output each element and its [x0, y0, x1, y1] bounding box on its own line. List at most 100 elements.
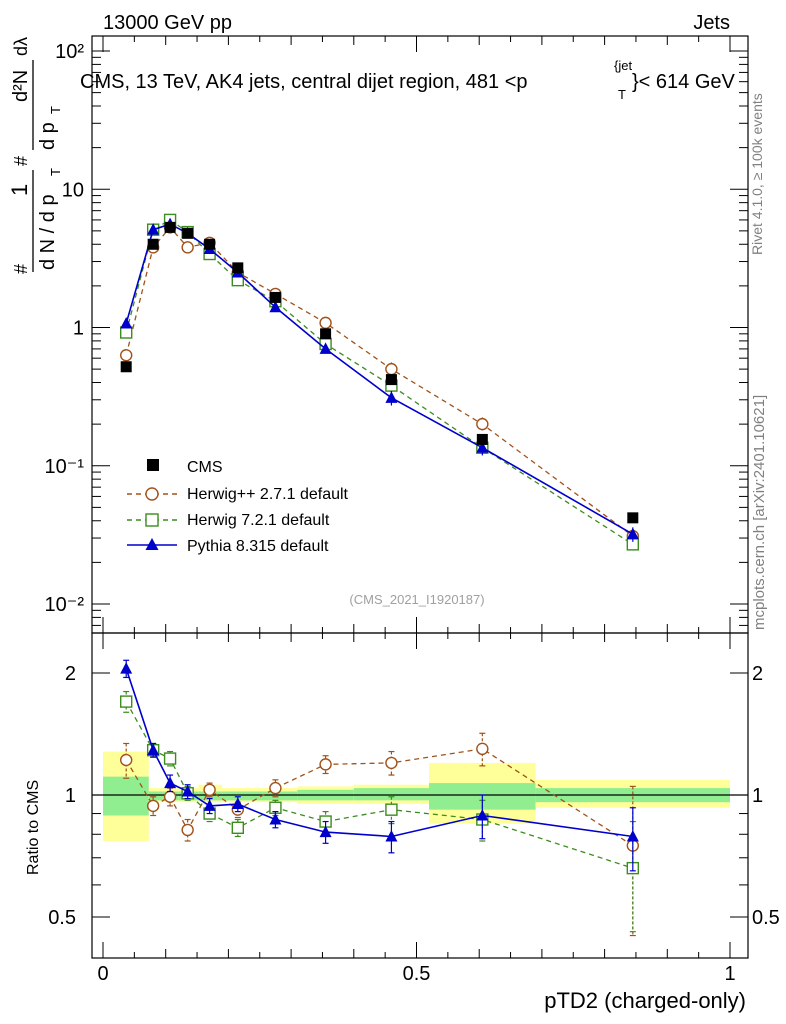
y-tick-label-0.1: 10⁻¹	[45, 456, 85, 478]
analysis-id: (CMS_2021_I1920187)	[349, 592, 484, 607]
header-right: Jets	[693, 12, 730, 34]
ratio-point-pythia	[626, 829, 639, 842]
axis-ticks	[92, 36, 748, 958]
legend-herwig7-label: Herwig 7.2.1 default	[187, 512, 330, 529]
y-label-dp: d p	[37, 122, 59, 150]
data-point-pythia	[476, 441, 489, 453]
y-label-dlambda: dλ	[11, 37, 31, 56]
ratio-point-pythia	[319, 825, 332, 838]
title-main: CMS, 13 TeV, AK4 jets, central dijet reg…	[80, 71, 528, 93]
ratio-point-herwigpp	[181, 823, 194, 837]
header-left: 13000 GeV pp	[103, 12, 232, 34]
y-label-hash2: #	[11, 156, 31, 166]
data-point-pythia	[147, 223, 160, 235]
data-point-cms	[476, 433, 488, 445]
data-point-cms	[269, 291, 281, 303]
data-point-pythia	[319, 342, 332, 354]
x-tick-label: 0	[97, 963, 108, 985]
ratio-series-layer	[119, 659, 640, 937]
ratio-point-herwigpp	[146, 799, 160, 813]
cms-band-inner	[148, 791, 163, 801]
data-point-herwigpp	[119, 349, 133, 362]
ratio-point-herwig7	[385, 803, 398, 816]
y-label-one: 1	[7, 184, 32, 196]
legend-herwigpp-label: Herwig++ 2.7.1 default	[187, 486, 349, 503]
cms-band-inner	[353, 788, 430, 801]
axis-tick-labels: 0 0.5 1 10⁻² 10⁻¹ 1 10 10² 0.5 0.5 1 1 2 2	[45, 41, 780, 985]
data-point-herwigpp	[385, 362, 398, 376]
data-point-pythia	[385, 391, 398, 403]
y-label-numerator2: d²N	[10, 70, 32, 102]
data-point-cms	[120, 361, 132, 373]
ratio-point-pythia	[181, 785, 194, 797]
ratio-point-pythia	[231, 797, 244, 810]
rivet-label: Rivet 4.1.0, ≥ 100k events	[749, 93, 765, 255]
ratio-point-pythia	[164, 776, 177, 789]
ratio-point-pythia	[120, 662, 133, 674]
data-point-pythia	[120, 316, 133, 329]
data-point-pythia	[626, 527, 639, 540]
ratio-point-herwig7	[119, 695, 133, 708]
legend-pythia-marker	[145, 538, 159, 550]
y-axis-label-ratio: Ratio to CMS	[25, 780, 42, 875]
cms-uncertainty-bands	[103, 751, 730, 842]
x-tick-label: 1	[724, 963, 735, 985]
ratio-point-pythia	[385, 829, 398, 842]
y-tick-label-ratio-left: 1	[65, 785, 76, 807]
ratio-point-herwig7	[163, 752, 177, 765]
data-point-herwig7	[119, 326, 133, 339]
y-tick-label-0.01: 10⁻²	[45, 594, 85, 616]
legend-herwig7-marker	[145, 513, 159, 527]
y-label-dp-sub: T	[48, 106, 63, 114]
mcplots-label: mcplots.cern.ch [arXiv:2401.10621]	[751, 395, 768, 630]
legend-cms-marker	[147, 459, 159, 471]
data-point-cms	[320, 328, 332, 340]
ratio-point-herwigpp	[163, 790, 177, 803]
ratio-point-pythia	[476, 809, 489, 821]
title-superscript: {jet	[614, 58, 632, 73]
title-end: }< 614 GeV	[632, 71, 736, 93]
data-point-cms	[182, 227, 194, 239]
ratio-point-herwigpp	[203, 783, 216, 796]
ratio-point-herwigpp	[119, 753, 133, 767]
data-point-herwigpp	[476, 417, 489, 431]
legend-pythia-label: Pythia 8.315 default	[187, 538, 329, 555]
data-point-cms	[147, 238, 159, 250]
data-point-herwigpp	[319, 316, 332, 330]
main-series-layer	[119, 213, 640, 553]
y-tick-label-ratio-left: 2	[65, 663, 76, 685]
x-axis-label: pTD2 (charged-only)	[544, 988, 746, 1013]
data-point-cms	[164, 221, 176, 233]
ratio-point-pythia	[203, 799, 216, 811]
y-tick-label-ratio-left: 0.5	[48, 907, 76, 929]
ratio-point-herwigpp	[476, 742, 489, 756]
data-point-cms	[232, 262, 244, 274]
y-tick-label-100: 10²	[55, 41, 84, 63]
legend-cms-label: CMS	[187, 459, 223, 476]
plot-title: CMS, 13 TeV, AK4 jets, central dijet reg…	[80, 58, 736, 102]
y-label-hash1: #	[11, 264, 31, 274]
data-point-cms	[385, 374, 397, 386]
x-tick-label: 0.5	[403, 963, 431, 985]
ratio-point-herwigpp	[269, 781, 282, 795]
legend-herwigpp-marker	[145, 487, 159, 501]
y-tick-label-ratio-right: 1	[752, 785, 763, 807]
ratio-point-herwigpp	[385, 756, 398, 770]
data-point-herwigpp	[181, 241, 194, 254]
legend: CMS Herwig++ 2.7.1 default Herwig 7.2.1 …	[127, 459, 349, 555]
title-subscript: T	[618, 87, 626, 102]
y-tick-label-10: 10	[62, 179, 84, 201]
y-label-denominator-sub: T	[48, 168, 63, 176]
ratio-point-pythia	[147, 743, 160, 756]
y-axis-label-main: # 1 d N / d p T # d²N d p T dλ	[7, 37, 63, 274]
y-tick-label-ratio-right: 0.5	[752, 907, 780, 929]
cms-band-inner	[222, 791, 254, 801]
ratio-point-herwig7	[231, 821, 245, 834]
ratio-point-pythia	[269, 813, 282, 825]
data-point-cms	[627, 512, 639, 524]
y-tick-label-1: 1	[73, 318, 84, 340]
data-point-cms	[204, 238, 216, 250]
data-point-pythia	[269, 300, 282, 313]
y-label-denominator: d N / d p	[37, 194, 59, 270]
